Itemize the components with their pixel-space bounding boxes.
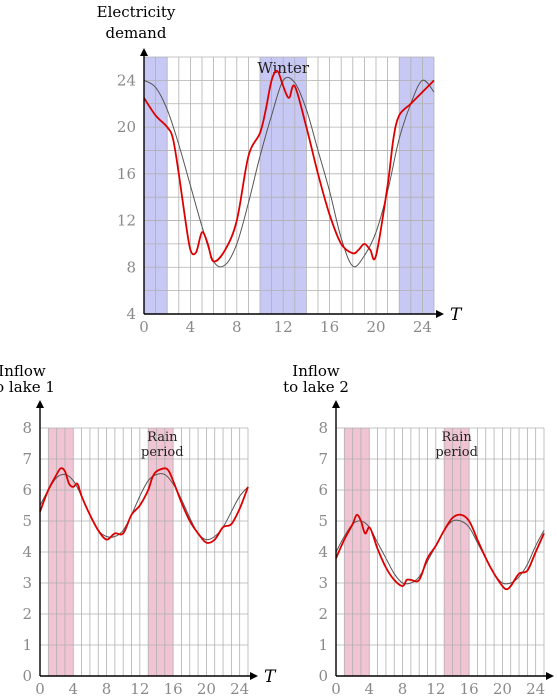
y-tick-label: 1 [22,636,32,654]
x-tick-label: 24 [526,680,545,698]
y-tick-label: 4 [22,543,32,561]
x-axis-arrow [436,310,444,318]
y-axis-arrow [140,48,148,56]
band-label: period [141,445,184,460]
x-tick-label: 20 [366,318,385,336]
y-axis-label: Inflow [292,362,340,380]
y-tick-label: 6 [318,481,328,499]
x-axis-arrow [250,672,258,680]
band-label: Rain [147,430,178,445]
band-label: Rain [441,430,472,445]
y-tick-label: 7 [318,450,328,468]
x-axis-label: T [264,667,277,687]
series-line-observed [39,467,249,544]
y-tick-label: 6 [22,481,32,499]
y-tick-label: 3 [22,574,32,592]
x-tick-label: 24 [413,318,432,336]
series-line-observed [143,69,435,263]
x-tick-label: 24 [230,680,249,698]
y-tick-label: 5 [318,512,328,530]
y-tick-label: 0 [22,667,32,685]
x-tick-label: 0 [331,680,341,698]
x-tick-label: 0 [139,318,149,336]
y-tick-label: 5 [22,512,32,530]
y-tick-label: 4 [318,543,328,561]
x-tick-label: 8 [398,680,408,698]
y-tick-label: 16 [117,165,136,183]
y-axis-arrow [332,400,340,408]
y-axis-label: to lake 2 [283,378,349,396]
series-line-observed [335,513,545,591]
y-tick-label: 1 [318,636,328,654]
x-tick-label: 20 [493,680,512,698]
lake1-chart: Rainperiod04812162024012345678TInflowto … [0,362,277,698]
lake2-chart: Rainperiod04812162024012345678TInflowto … [283,362,554,698]
series-line-reference [39,473,249,541]
y-axis-arrow [36,400,44,408]
y-tick-label: 0 [318,667,328,685]
x-tick-label: 4 [69,680,79,698]
x-tick-label: 16 [164,680,183,698]
y-tick-label: 2 [318,605,328,623]
y-axis-label: demand [106,24,167,42]
y-tick-label: 24 [117,71,136,89]
x-tick-label: 4 [186,318,196,336]
band-label: period [435,445,478,460]
x-tick-label: 20 [197,680,216,698]
y-axis-label: Electricity [97,3,176,21]
x-tick-label: 8 [232,318,242,336]
y-tick-label: 8 [318,419,328,437]
x-tick-label: 0 [35,680,45,698]
y-tick-label: 2 [22,605,32,623]
y-tick-label: 8 [22,419,32,437]
y-tick-label: 7 [22,450,32,468]
x-tick-label: 12 [426,680,445,698]
y-axis-label: Inflow [0,362,46,380]
x-axis-label: T [450,305,463,325]
y-tick-label: 3 [318,574,328,592]
y-tick-label: 12 [117,212,136,230]
band-label: Winter [257,59,310,77]
y-tick-label: 4 [126,305,136,323]
x-tick-label: 12 [130,680,149,698]
x-tick-label: 8 [102,680,112,698]
x-axis-arrow [546,672,554,680]
y-axis-label: to lake 1 [0,378,55,396]
y-tick-label: 20 [117,118,136,136]
x-tick-label: 4 [365,680,375,698]
y-tick-label: 8 [126,258,136,276]
x-tick-label: 12 [274,318,293,336]
x-tick-label: 16 [320,318,339,336]
shaded-band [399,57,434,314]
x-tick-label: 16 [460,680,479,698]
